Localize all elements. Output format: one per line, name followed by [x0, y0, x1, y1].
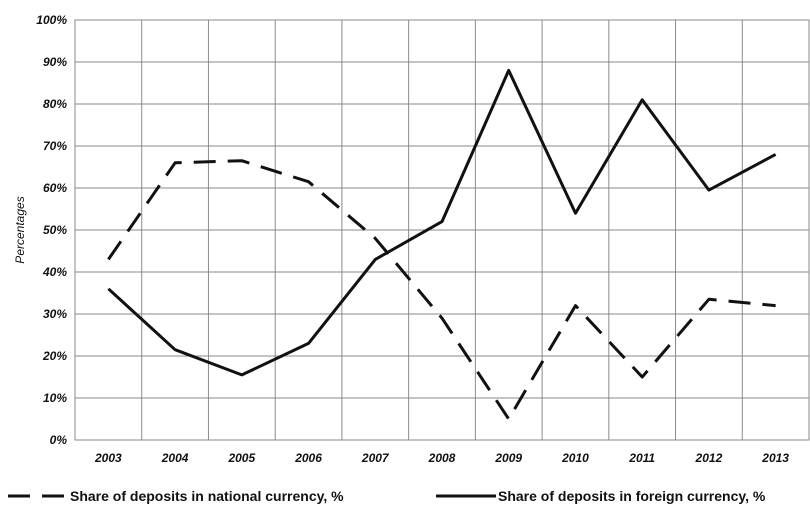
- x-tick-label: 2005: [227, 451, 255, 465]
- y-axis-label: Percentages: [13, 196, 27, 263]
- x-tick-label: 2009: [494, 451, 522, 465]
- y-tick-label: 20%: [42, 349, 67, 363]
- x-tick-label: 2003: [94, 451, 122, 465]
- x-tick-label: 2006: [294, 451, 322, 465]
- x-tick-label: 2010: [561, 451, 589, 465]
- y-tick-label: 0%: [50, 433, 68, 447]
- x-tick-label: 2008: [428, 451, 456, 465]
- x-tick-label: 2011: [628, 451, 655, 465]
- y-tick-label: 30%: [43, 307, 67, 321]
- x-tick-label: 2007: [361, 451, 390, 465]
- y-tick-label: 10%: [43, 391, 67, 405]
- x-axis-ticks: 2003 2004 2005 2006 2007 2008 2009 2010 2011 2012…: [94, 451, 789, 465]
- y-tick-label: 100%: [36, 13, 67, 27]
- y-tick-label: 50%: [43, 223, 67, 237]
- legend-label: Share of deposits in foreign currency, %: [498, 488, 766, 504]
- x-tick-label: 2012: [695, 451, 723, 465]
- series-lines: [107, 68, 777, 421]
- y-tick-label: 70%: [43, 139, 67, 153]
- y-tick-label: 60%: [43, 181, 67, 195]
- y-tick-label: 80%: [43, 97, 67, 111]
- x-tick-label: 2004: [161, 451, 189, 465]
- gridlines: [74, 19, 810, 441]
- y-tick-label: 90%: [43, 55, 67, 69]
- y-tick-label: 40%: [42, 265, 67, 279]
- legend-label: Share of deposits in national currency, …: [70, 488, 344, 504]
- y-axis-ticks: 0% 10% 20% 30% 40% 50% 60% 70% 80% 90% 100%: [36, 13, 67, 447]
- legend: Share of deposits in national currency, …: [8, 488, 766, 504]
- x-tick-label: 2013: [761, 451, 789, 465]
